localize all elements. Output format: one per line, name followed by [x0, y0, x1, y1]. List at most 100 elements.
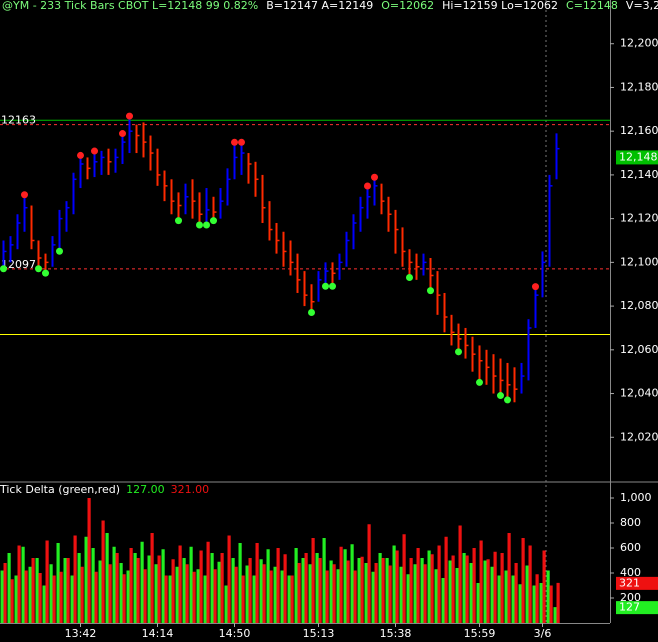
- signal-dot: [196, 221, 203, 229]
- last-price-label: 12,148: [619, 150, 658, 163]
- signal-dot: [427, 287, 434, 295]
- delta-bar: [3, 563, 7, 623]
- signal-dot: [504, 396, 511, 404]
- delta-bar: [241, 575, 245, 623]
- delta-bar: [31, 558, 35, 623]
- delta-bar: [528, 545, 532, 623]
- y-tick-label: 12,140: [620, 168, 658, 181]
- delta-bar: [245, 565, 249, 623]
- delta-bar: [17, 545, 21, 623]
- delta-bar: [101, 520, 105, 623]
- current-value-box: [616, 576, 658, 590]
- delta-bar: [210, 553, 214, 623]
- delta-bar: [448, 560, 452, 623]
- delta-bar: [283, 554, 287, 623]
- delta-bar: [164, 575, 168, 623]
- delta-bar: [42, 585, 46, 623]
- delta-bar: [367, 524, 371, 623]
- delta-bar: [458, 525, 462, 623]
- delta-bar: [479, 540, 483, 623]
- delta-bar: [24, 570, 28, 623]
- delta-bar: [549, 585, 553, 623]
- delta-bar: [154, 564, 158, 623]
- delta-bar: [147, 555, 151, 623]
- delta-bar: [217, 561, 221, 623]
- delta-bar: [525, 565, 529, 623]
- delta-bar: [175, 566, 179, 623]
- x-tick-label: 3/6: [534, 627, 552, 640]
- delta-bar: [486, 559, 490, 623]
- signal-dot: [364, 182, 371, 190]
- delta-bar: [14, 575, 18, 623]
- delta-bar: [546, 570, 550, 623]
- header-segment: C=12148: [566, 0, 618, 12]
- delta-bar: [206, 541, 210, 623]
- delta-bar: [455, 568, 459, 623]
- delta-bar: [66, 558, 70, 623]
- delta-bar: [238, 543, 242, 623]
- signal-dot: [0, 265, 7, 273]
- signal-dot: [21, 191, 28, 199]
- header-segment: V=3,238 S: [626, 0, 658, 12]
- delta-bar: [252, 575, 256, 623]
- signal-dot: [91, 147, 98, 155]
- delta-bar: [371, 571, 375, 623]
- delta-bar: [304, 553, 308, 623]
- delta-bar: [273, 566, 277, 623]
- delta-bar: [196, 569, 200, 623]
- header: @YM - 233 Tick Bars CBOT L=12148 99 0.82…: [2, 0, 658, 12]
- delta-bar: [224, 585, 228, 623]
- header-segment: Hi=12159 Lo=12062: [442, 0, 558, 12]
- delta-bar: [402, 534, 406, 623]
- delta-bar: [318, 558, 322, 623]
- signal-dot: [455, 348, 462, 356]
- x-tick-label: 13:42: [65, 627, 97, 640]
- x-tick-label: 14:14: [142, 627, 174, 640]
- delta-bar: [360, 556, 364, 623]
- delta-bar: [353, 570, 357, 623]
- delta-bar: [52, 575, 56, 623]
- delta-bar: [189, 546, 193, 623]
- level-label: 12163: [1, 114, 36, 127]
- x-tick-label: 15:59: [464, 627, 496, 640]
- delta-bar: [416, 548, 420, 623]
- delta-bar: [70, 575, 74, 623]
- delta-bar: [532, 585, 536, 623]
- delta-bar: [430, 554, 434, 623]
- current-value-text: 321: [619, 576, 640, 589]
- delta-bar: [136, 558, 140, 623]
- delta-bar: [476, 583, 480, 623]
- delta-bar: [556, 582, 560, 623]
- delta-bar: [315, 553, 319, 623]
- delta-bar: [325, 570, 329, 623]
- current-value-label: 127.00: [126, 483, 165, 496]
- signal-dot: [406, 273, 413, 281]
- delta-bar: [497, 575, 501, 623]
- delta-bar: [308, 564, 312, 623]
- delta-bar: [378, 553, 382, 623]
- delta-bar: [441, 578, 445, 623]
- x-tick-label: 14:50: [219, 627, 251, 640]
- delta-bar: [259, 559, 263, 623]
- delta-bar: [301, 558, 305, 623]
- delta-bar: [143, 569, 147, 623]
- delta-bar: [364, 563, 368, 623]
- delta-bar: [115, 553, 119, 623]
- delta-bar: [108, 564, 112, 623]
- delta-bar: [105, 533, 109, 623]
- y-tick-label: 400: [620, 566, 641, 579]
- delta-bar: [381, 558, 385, 623]
- header-segment: O=12062: [381, 0, 434, 12]
- bars: [0, 498, 560, 623]
- delta-bar: [7, 553, 11, 623]
- signal-dot: [322, 282, 329, 290]
- delta-bar: [56, 543, 60, 623]
- delta-bar: [122, 574, 126, 623]
- delta-bar: [287, 575, 291, 623]
- delta-bar: [357, 558, 361, 623]
- delta-bar: [77, 553, 81, 623]
- signal-dot: [238, 138, 245, 146]
- signal-dot: [175, 217, 182, 225]
- delta-bar: [521, 538, 525, 623]
